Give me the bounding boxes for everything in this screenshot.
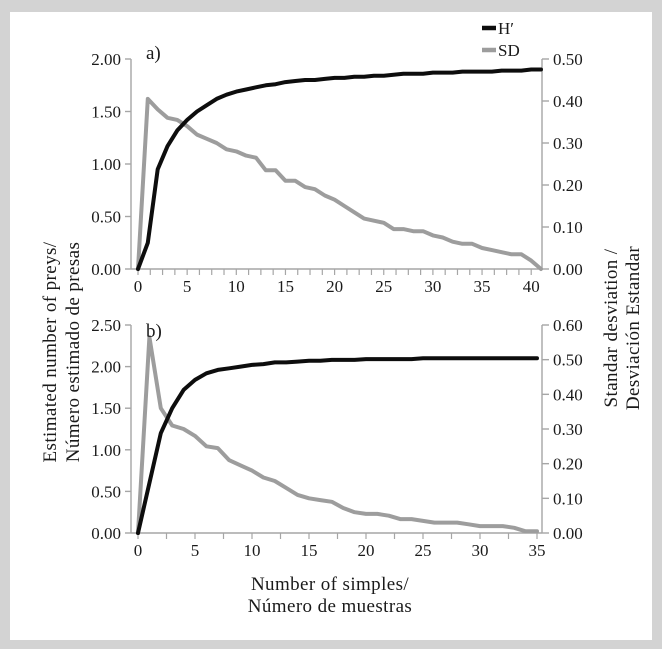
y-axis-left-tick-label: 0.00 xyxy=(91,260,121,279)
x-axis-tick-label: 0 xyxy=(134,277,143,296)
x-axis-tick-label: 25 xyxy=(415,541,432,560)
legend-h-prime-label: H′ xyxy=(498,19,514,38)
y-axis-left-title-line1: Estimated number of preys/ xyxy=(40,241,61,462)
x-axis-tick-label: 30 xyxy=(424,277,441,296)
y-axis-left-tick-label: 2.00 xyxy=(91,358,121,377)
y-axis-left-tick-label: 1.50 xyxy=(91,399,121,418)
legend-sd-label: SD xyxy=(498,41,520,60)
x-axis-tick-label: 10 xyxy=(244,541,261,560)
x-axis-title-line2: Número de muestras xyxy=(248,596,412,617)
panel-label-a: a) xyxy=(146,43,161,64)
y-axis-left-tick-label: 1.00 xyxy=(91,441,121,460)
y-axis-right-tick-label: 0.00 xyxy=(553,260,583,279)
y-axis-right-tick-label: 0.40 xyxy=(553,385,583,404)
x-axis-tick-label: 40 xyxy=(523,277,540,296)
h-prime-line xyxy=(136,356,539,535)
legend: H′ SD xyxy=(482,19,520,60)
y-axis-right-tick-label: 0.00 xyxy=(553,524,583,543)
y-axis-left-tick-label: 0.50 xyxy=(91,482,121,501)
y-axis-right-tick-label: 0.30 xyxy=(553,420,583,439)
chart-a-plot: 0.00 0.50 1.00 1.50 2.00 0.00 0.10 0.20 0.30 0.40… xyxy=(91,50,583,296)
y-axis-left-tick-label: 0.50 xyxy=(91,208,121,227)
chart-b-plot: 0.00 0.50 1.00 1.50 2.00 2.50 0.00 0.10 0.20 0.30… xyxy=(91,316,583,560)
x-axis-tick-label: 0 xyxy=(134,541,143,560)
y-axis-left-tick-label: 0.00 xyxy=(91,524,121,543)
panel-label-b: b) xyxy=(146,321,162,342)
x-axis-title-line1: Number of simples/ xyxy=(251,574,409,595)
y-axis-right-tick-label: 0.50 xyxy=(553,351,583,370)
x-axis-tick-label: 10 xyxy=(228,277,245,296)
y-axis-left-tick-label: 1.00 xyxy=(91,155,121,174)
x-axis-tick-label: 15 xyxy=(277,277,294,296)
y-axis-right-tick-label: 0.10 xyxy=(553,489,583,508)
y-axis-right-title-line1: Standar desviation / xyxy=(601,248,622,407)
y-axis-left-tick-label: 2.50 xyxy=(91,316,121,335)
y-axis-right-tick-label: 0.50 xyxy=(553,50,583,69)
x-axis-tick-label: 30 xyxy=(472,541,489,560)
sd-line xyxy=(136,335,539,535)
y-axis-right-tick-label: 0.20 xyxy=(553,455,583,474)
x-axis-tick-label: 35 xyxy=(474,277,491,296)
y-axis-left-tick-label: 1.50 xyxy=(91,103,121,122)
y-axis-right-tick-label: 0.40 xyxy=(553,92,583,111)
y-axis-right-tick-label: 0.20 xyxy=(553,176,583,195)
y-axis-right-tick-label: 0.60 xyxy=(553,316,583,335)
y-axis-right-tick-label: 0.30 xyxy=(553,134,583,153)
x-axis-tick-label: 35 xyxy=(529,541,546,560)
y-axis-left-title-line2: Número estimado de presas xyxy=(63,242,84,463)
x-axis-tick-label: 20 xyxy=(326,277,343,296)
y-axis-right-title-line2: Desviación Estandar xyxy=(623,246,644,411)
x-axis-tick-label: 25 xyxy=(375,277,392,296)
figure-panel xyxy=(10,12,652,640)
sd-line xyxy=(136,96,543,271)
x-axis-tick-label: 20 xyxy=(358,541,375,560)
x-axis-tick-label: 15 xyxy=(301,541,318,560)
x-axis-tick-label: 5 xyxy=(183,277,192,296)
x-axis-tick-label: 5 xyxy=(191,541,200,560)
h-prime-line xyxy=(136,67,543,271)
y-axis-left-tick-label: 2.00 xyxy=(91,50,121,69)
y-axis-right-tick-label: 0.10 xyxy=(553,218,583,237)
